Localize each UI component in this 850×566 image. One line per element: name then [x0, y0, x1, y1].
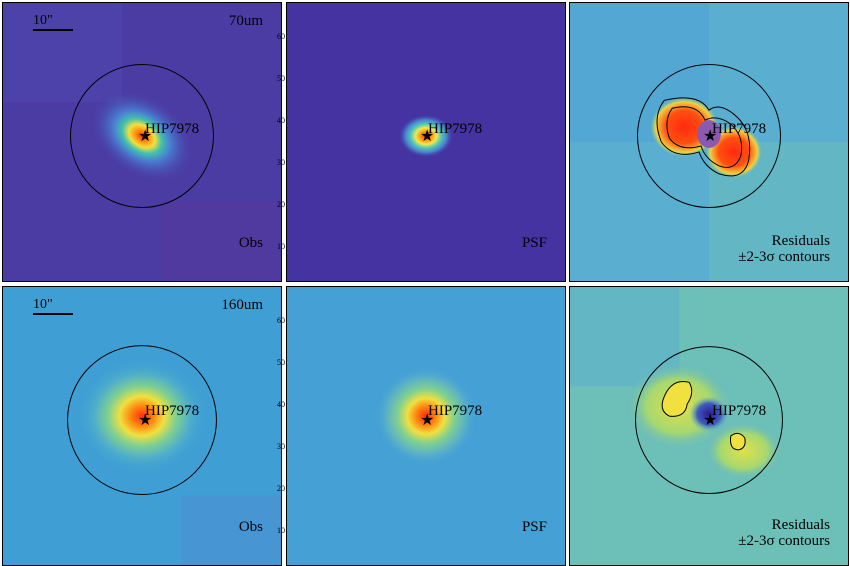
panel-label: Residuals ±2-3σ contours — [738, 233, 830, 265]
scale-bar-label: 10" — [33, 13, 53, 28]
scale-bar-line — [33, 29, 73, 31]
star-marker-icon: ★ — [420, 126, 434, 145]
target-label: HIP7978 — [428, 403, 483, 419]
panel-70um-residuals: ★ HIP7978 Residuals ±2-3σ contours — [569, 2, 849, 282]
band-label: 160um — [221, 297, 263, 313]
panel-70um-obs: ★ 10" 70um HIP7978 Obs — [2, 2, 282, 282]
scale-bar-label: 10" — [33, 297, 53, 312]
star-marker-icon: ★ — [703, 410, 717, 429]
panel-label: PSF — [521, 235, 547, 251]
image-160um-psf: ★ — [287, 287, 565, 565]
band-label: 70um — [228, 13, 263, 29]
panel-label: Obs — [238, 519, 263, 535]
y-axis-psf-160um: 60 50 40 30 20 10 — [277, 316, 285, 535]
target-label: HIP7978 — [145, 121, 200, 137]
target-label: HIP7978 — [712, 403, 767, 419]
image-160um-residuals: ★ — [570, 287, 848, 565]
scale-bar: 10" — [15, 13, 73, 31]
contours-label: ±2-3σ contours — [738, 533, 830, 549]
star-marker-icon: ★ — [420, 410, 434, 429]
contours-label: ±2-3σ contours — [738, 249, 830, 265]
image-70um-residuals: ★ — [570, 3, 848, 281]
star-marker-icon: ★ — [138, 126, 152, 145]
panel-label: PSF — [521, 519, 547, 535]
residuals-label: Residuals — [771, 233, 830, 249]
scale-bar: 10" — [15, 297, 73, 315]
scale-bar-line — [33, 313, 73, 315]
image-70um-obs: ★ — [3, 3, 281, 281]
target-label: HIP7978 — [145, 403, 200, 419]
y-axis-psf-70um: 60 50 40 30 20 10 — [277, 32, 285, 251]
image-70um-psf: ★ — [287, 3, 565, 281]
panel-label: Obs — [238, 235, 263, 251]
panel-160um-obs: ★ 10" 160um HIP7978 Obs — [2, 286, 282, 566]
panel-160um-psf: ★ HIP7978 PSF — [286, 286, 566, 566]
panel-160um-residuals: ★ HIP7978 Residuals ±2-3σ contours — [569, 286, 849, 566]
star-marker-icon: ★ — [703, 126, 717, 145]
target-label: HIP7978 — [712, 121, 767, 137]
residuals-label: Residuals — [771, 517, 830, 533]
image-160um-obs: ★ — [3, 287, 281, 565]
panel-label: Residuals ±2-3σ contours — [738, 517, 830, 549]
target-label: HIP7978 — [428, 121, 483, 137]
star-marker-icon: ★ — [138, 410, 152, 429]
panel-70um-psf: ★ HIP7978 PSF — [286, 2, 566, 282]
